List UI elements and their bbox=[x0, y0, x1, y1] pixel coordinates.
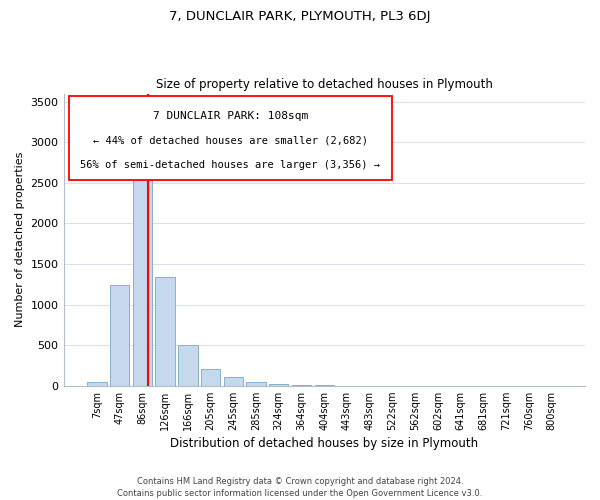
Bar bbox=[133, 177, 152, 386]
Bar bbox=[224, 377, 243, 386]
Bar bbox=[155, 277, 175, 386]
Text: ← 44% of detached houses are smaller (2,682): ← 44% of detached houses are smaller (2,… bbox=[93, 136, 368, 145]
X-axis label: Distribution of detached houses by size in Plymouth: Distribution of detached houses by size … bbox=[170, 437, 478, 450]
Bar bbox=[269, 384, 289, 386]
Title: Size of property relative to detached houses in Plymouth: Size of property relative to detached ho… bbox=[156, 78, 493, 91]
Text: Contains HM Land Registry data © Crown copyright and database right 2024.
Contai: Contains HM Land Registry data © Crown c… bbox=[118, 476, 482, 498]
Text: 7 DUNCLAIR PARK: 108sqm: 7 DUNCLAIR PARK: 108sqm bbox=[153, 112, 308, 122]
Bar bbox=[87, 382, 107, 386]
Y-axis label: Number of detached properties: Number of detached properties bbox=[15, 152, 25, 328]
Text: 7, DUNCLAIR PARK, PLYMOUTH, PL3 6DJ: 7, DUNCLAIR PARK, PLYMOUTH, PL3 6DJ bbox=[169, 10, 431, 23]
Bar bbox=[201, 370, 220, 386]
Bar bbox=[247, 382, 266, 386]
Text: 56% of semi-detached houses are larger (3,356) →: 56% of semi-detached houses are larger (… bbox=[80, 160, 380, 170]
Bar bbox=[110, 285, 130, 386]
FancyBboxPatch shape bbox=[69, 96, 392, 180]
Bar bbox=[178, 345, 197, 386]
